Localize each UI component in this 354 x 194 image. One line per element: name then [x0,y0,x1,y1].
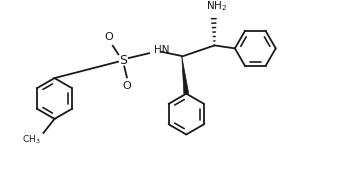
Text: CH$_3$: CH$_3$ [22,134,40,146]
Text: S: S [119,54,127,67]
Polygon shape [182,56,189,94]
Text: O: O [122,81,131,91]
Text: O: O [105,32,113,42]
Text: HN: HN [154,45,169,55]
Text: NH$_2$: NH$_2$ [206,0,227,14]
